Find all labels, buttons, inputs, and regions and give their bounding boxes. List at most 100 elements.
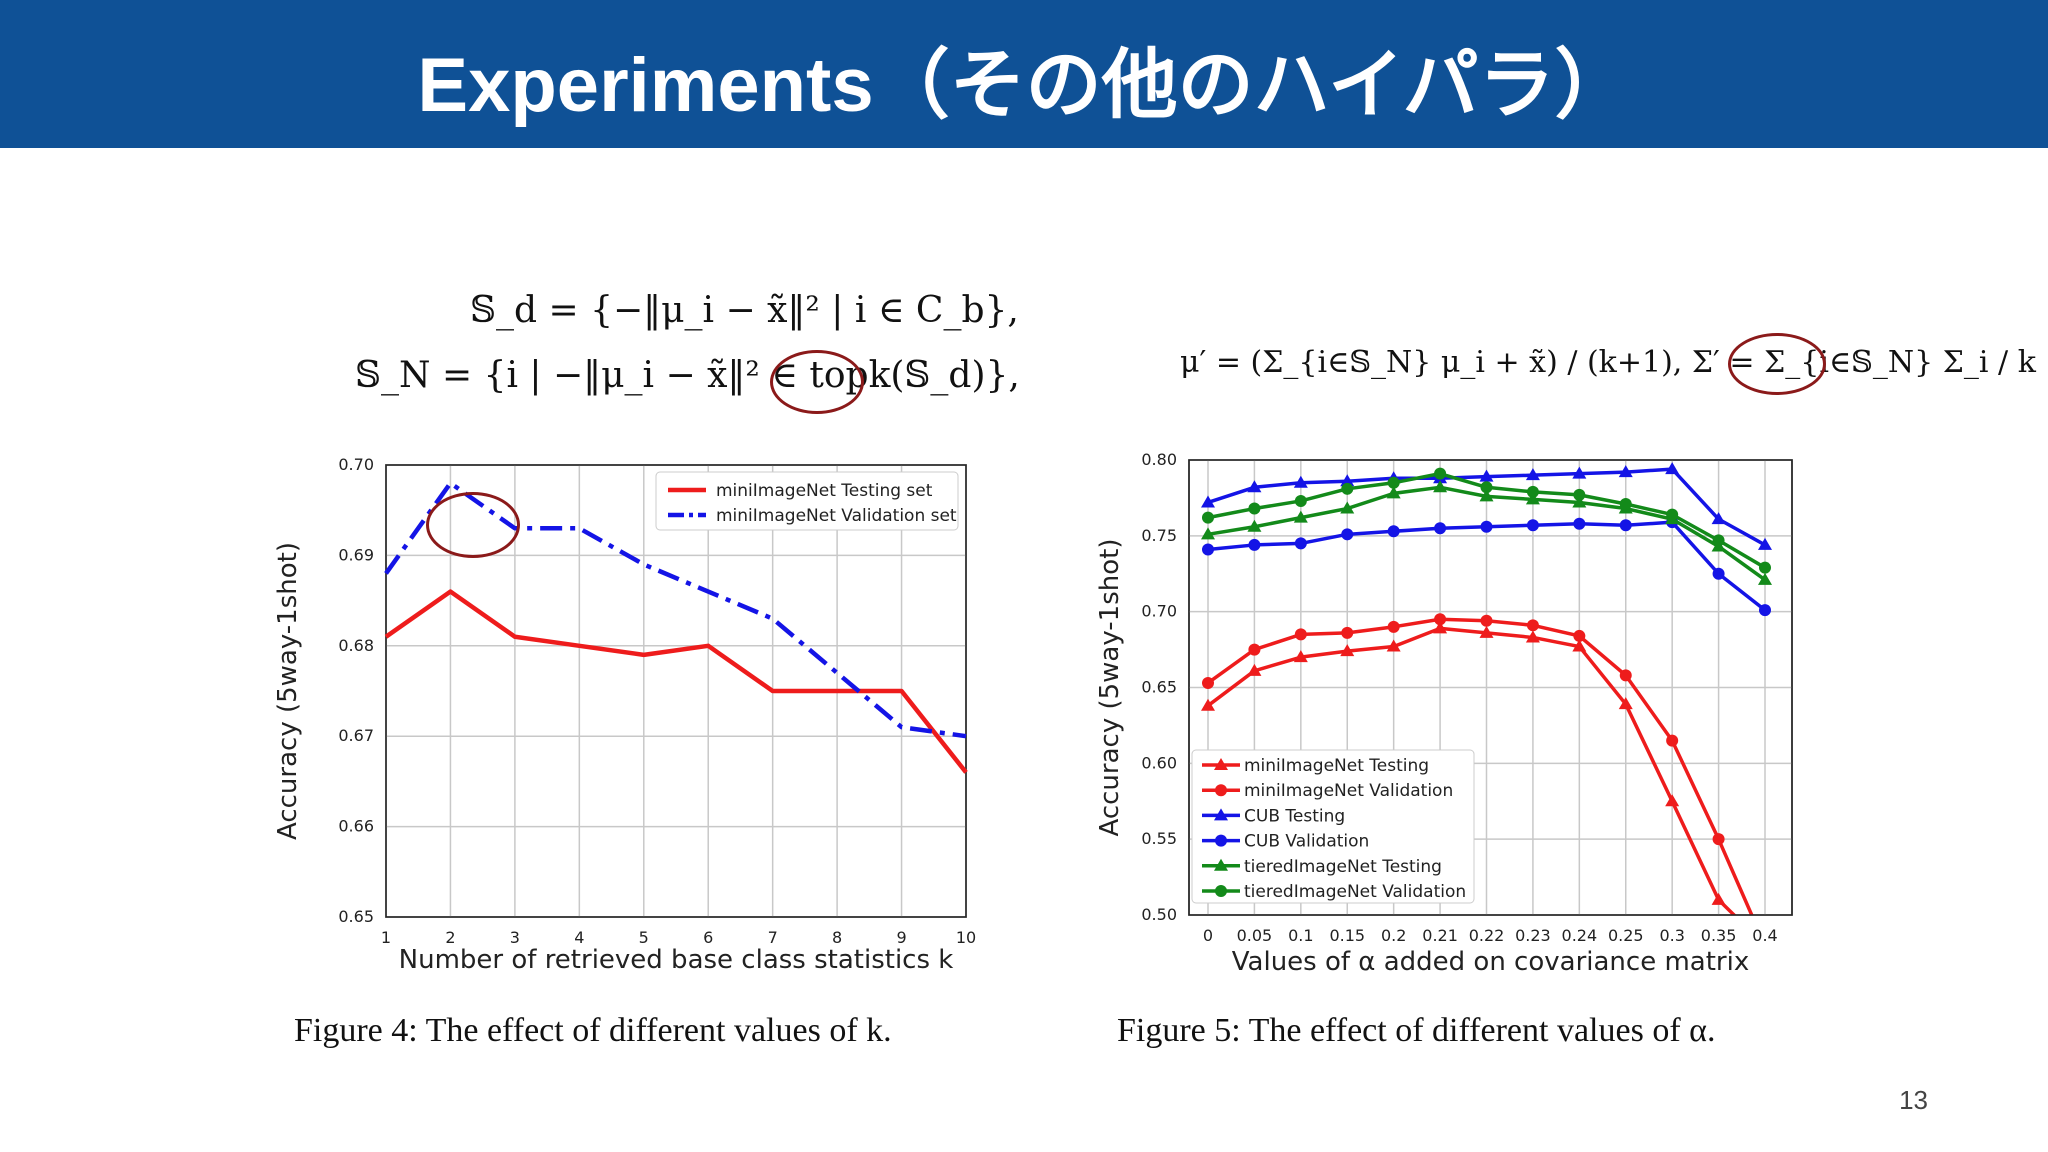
chart-alpha-legend-marker <box>1215 885 1227 897</box>
chart-alpha-data-point <box>1665 794 1680 807</box>
chart-alpha-data-point <box>1666 734 1679 747</box>
chart-alpha-data-point <box>1293 650 1308 663</box>
chart-k-xlabel: Number of retrieved base class statistic… <box>399 945 954 975</box>
chart-alpha-data-point <box>1665 462 1680 475</box>
chart-alpha-data-point <box>1294 537 1307 550</box>
chart-alpha-data-point <box>1712 534 1725 547</box>
chart-k-xtick-label: 9 <box>896 928 906 947</box>
chart-alpha-ytick-label: 0.55 <box>1141 829 1177 848</box>
chart-alpha-xlabel: Values of α added on covariance matrix <box>1232 947 1749 977</box>
chart-alpha-xtick-label: 0.1 <box>1288 926 1313 945</box>
chart-alpha-legend-marker <box>1214 758 1228 770</box>
chart-k-series-line <box>384 589 968 774</box>
chart-alpha-data-point <box>1201 527 1215 540</box>
chart-alpha-data-point <box>1479 469 1494 482</box>
page-number: 13 <box>1899 1085 1928 1115</box>
chart-alpha-data-point <box>1573 629 1586 642</box>
chart-alpha-xtick-label: 0.15 <box>1329 926 1365 945</box>
chart-k-xtick-label: 10 <box>956 928 976 947</box>
equation-sd-text: 𝕊_d = {−‖μ_i − x̃‖² | i ∈ C_b}, <box>470 290 1019 331</box>
alpha-annotation-circle <box>1728 333 1826 395</box>
chart-alpha-data-point <box>1758 537 1772 550</box>
slide-title: Experiments（その他のハイパラ） <box>417 43 1631 128</box>
chart-alpha-data-point <box>1758 572 1772 585</box>
chart-alpha-legend-marker <box>1215 784 1227 797</box>
chart-alpha-data-point <box>1712 833 1725 846</box>
chart-alpha-data-point <box>1434 522 1447 535</box>
chart-alpha-ytick-label: 0.70 <box>1141 602 1177 621</box>
chart-k-ytick-label: 0.67 <box>338 726 374 745</box>
chart-alpha-legend-marker <box>1214 808 1228 821</box>
chart-alpha-data-point <box>1294 494 1307 507</box>
equation-mu-sigma: μ′ = (Σ_{i∈𝕊_N} μ_i + x̃) / (k+1), Σ′ = … <box>1180 345 2048 380</box>
chart-alpha-data-point <box>1619 497 1632 510</box>
chart-alpha-data-point <box>1341 626 1354 639</box>
chart-alpha-data-point <box>1618 697 1633 710</box>
chart-alpha-ytick-label: 0.50 <box>1141 905 1177 924</box>
chart-alpha-data-point <box>1711 512 1726 525</box>
chart-alpha-data-point <box>1248 643 1261 656</box>
chart-alpha-data-point <box>1618 465 1633 478</box>
equation-sd: 𝕊_d = {−‖μ_i − x̃‖² | i ∈ C_b}, <box>470 290 1019 331</box>
chart-alpha-legend-label: CUB Testing <box>1244 806 1345 826</box>
chart-alpha-data-point <box>1248 502 1261 515</box>
figure4-caption: Figure 4: The effect of different values… <box>294 1012 892 1049</box>
chart-k-xtick-label: 2 <box>445 928 455 947</box>
chart-alpha-data-point <box>1387 525 1400 538</box>
chart-alpha-data-point <box>1340 644 1355 657</box>
chart-alpha-data-point <box>1525 630 1540 643</box>
chart-k-xtick-label: 3 <box>510 928 520 947</box>
chart-alpha-data-point <box>1525 468 1540 481</box>
chart-alpha-data-point <box>1711 892 1726 905</box>
equation-mu-sigma-text: μ′ = (Σ_{i∈𝕊_N} μ_i + x̃) / (k+1), Σ′ = … <box>1180 345 2048 380</box>
chart-alpha-data-point <box>1480 520 1493 533</box>
chart-alpha-data-point <box>1247 519 1262 532</box>
chart-k-xtick-label: 7 <box>768 928 778 947</box>
chart-k-effect: 1 2 3 4 5 6 7 8 9 10 0.65 0.66 0.67 0.68 0.69 0.70 miniI… <box>273 455 976 975</box>
chart-alpha-legend-label: tieredImageNet Testing <box>1244 857 1442 877</box>
chart-alpha-xtick-label: 0.4 <box>1752 926 1777 945</box>
chart-alpha-data-point <box>1386 486 1401 499</box>
chart-alpha-data-point <box>1479 625 1494 638</box>
chart-k-legend-label: miniImageNet Validation set <box>716 506 957 526</box>
chart-alpha-legend-label: miniImageNet Testing <box>1244 756 1429 776</box>
chart-alpha-data-point <box>1666 508 1679 521</box>
chart-alpha-data-point <box>1202 676 1214 689</box>
chart-alpha-data-point <box>1526 519 1539 532</box>
chart-alpha-xtick-label: 0.2 <box>1381 926 1406 945</box>
chart-alpha-data-point <box>1340 474 1355 487</box>
equation-sn-text: 𝕊_N = {i | −‖μ_i − x̃‖² ∈ topk(𝕊_d)}, <box>355 355 1020 396</box>
chart-k-xtick-label: 4 <box>574 928 584 947</box>
chart-alpha-data-point <box>1293 475 1308 488</box>
chart-k-ytick-label: 0.66 <box>338 817 374 836</box>
chart-alpha-effect: 0 0.05 0.1 0.15 0.2 0.21 0.22 0.23 0.24 0.25 0.3 0.… <box>1095 450 1793 977</box>
topk-annotation-circle <box>770 350 864 414</box>
chart-alpha-ytick-label: 0.60 <box>1141 753 1177 772</box>
chart-alpha-legend-marker <box>1215 834 1227 847</box>
chart-alpha-frame <box>1188 459 1793 916</box>
chart-alpha-data-point <box>1525 492 1540 505</box>
chart-alpha-xtick-label: 0.21 <box>1422 926 1458 945</box>
chart-alpha-data-point <box>1202 543 1214 556</box>
chart-alpha-data-point <box>1619 669 1632 682</box>
chart-alpha-legend-marker <box>1214 858 1228 871</box>
chart-alpha-data-point <box>1201 698 1215 711</box>
chart-alpha-data-point <box>1526 619 1539 632</box>
chart-alpha-ytick-label: 0.75 <box>1141 526 1177 545</box>
chart-k-ytick-label: 0.70 <box>338 455 374 474</box>
chart-alpha-series-group <box>1201 462 1772 915</box>
chart-alpha-data-point <box>1433 621 1448 634</box>
chart-alpha-data-point <box>1341 528 1354 541</box>
chart-alpha-data-point <box>1573 488 1586 501</box>
chart-alpha-data-point <box>1247 480 1262 493</box>
chart-alpha-legend-label: miniImageNet Validation <box>1244 781 1453 801</box>
chart-alpha-ytick-label: 0.80 <box>1141 450 1177 469</box>
chart-alpha-xtick-label: 0.24 <box>1562 926 1598 945</box>
equation-sn: 𝕊_N = {i | −‖μ_i − x̃‖² ∈ topk(𝕊_d)}, <box>355 355 1020 396</box>
chart-alpha-legend-label: CUB Validation <box>1244 832 1369 852</box>
chart-alpha-data-point <box>1712 567 1725 580</box>
chart-alpha-data-point <box>1341 482 1354 495</box>
chart-alpha-legend-label: tieredImageNet Validation <box>1244 882 1466 902</box>
chart-k-legend-label: miniImageNet Testing set <box>716 481 933 501</box>
